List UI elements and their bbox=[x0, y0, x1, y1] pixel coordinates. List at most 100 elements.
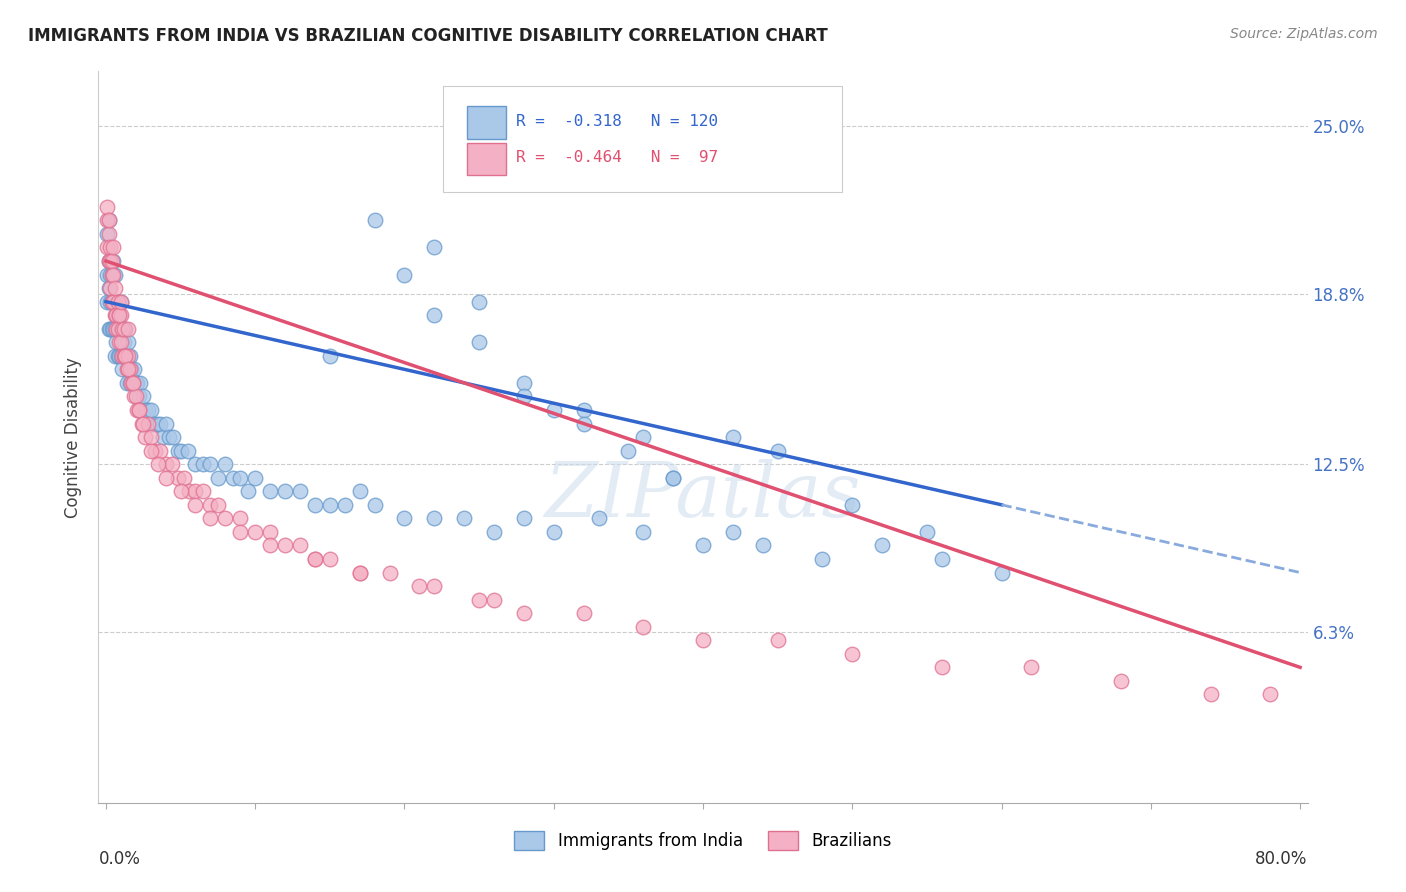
Point bbox=[513, 511, 536, 525]
Point bbox=[120, 362, 142, 376]
Point bbox=[117, 362, 139, 376]
Point bbox=[96, 200, 118, 214]
Point bbox=[160, 457, 183, 471]
Point bbox=[468, 294, 491, 309]
Point bbox=[662, 471, 685, 485]
Point bbox=[112, 349, 135, 363]
Point bbox=[101, 322, 124, 336]
Point bbox=[482, 592, 505, 607]
Point bbox=[751, 538, 773, 552]
Point bbox=[110, 294, 132, 309]
Point bbox=[363, 498, 385, 512]
Point bbox=[120, 376, 142, 390]
Point bbox=[112, 335, 135, 350]
Point bbox=[115, 376, 138, 390]
Point bbox=[98, 322, 121, 336]
Point bbox=[1109, 673, 1132, 688]
Point bbox=[107, 349, 129, 363]
Point bbox=[378, 566, 401, 580]
Point bbox=[453, 511, 475, 525]
Point bbox=[184, 484, 207, 499]
Point bbox=[423, 240, 446, 254]
Point bbox=[482, 524, 505, 539]
Point bbox=[633, 620, 655, 634]
Point bbox=[104, 308, 127, 322]
Point bbox=[111, 335, 134, 350]
Point bbox=[107, 294, 129, 309]
Point bbox=[108, 308, 131, 322]
Point bbox=[103, 294, 125, 309]
Point bbox=[207, 498, 229, 512]
Point bbox=[129, 376, 152, 390]
Point bbox=[114, 349, 136, 363]
Point bbox=[121, 376, 143, 390]
Point bbox=[513, 606, 536, 620]
Point bbox=[319, 552, 342, 566]
FancyBboxPatch shape bbox=[467, 143, 506, 175]
Point bbox=[811, 552, 834, 566]
Point bbox=[117, 362, 139, 376]
Point bbox=[513, 389, 536, 403]
Point bbox=[408, 579, 430, 593]
Point bbox=[104, 281, 127, 295]
Point bbox=[108, 349, 131, 363]
Point bbox=[139, 430, 162, 444]
Point bbox=[721, 524, 744, 539]
Point bbox=[243, 471, 266, 485]
Point bbox=[127, 376, 149, 390]
Point bbox=[134, 430, 156, 444]
Point bbox=[98, 281, 121, 295]
Point bbox=[288, 484, 311, 499]
Text: ZIPatlas: ZIPatlas bbox=[544, 458, 862, 533]
Point bbox=[98, 240, 121, 254]
Point bbox=[184, 457, 207, 471]
Point bbox=[633, 524, 655, 539]
Point bbox=[98, 268, 121, 282]
Point bbox=[513, 376, 536, 390]
Point bbox=[155, 457, 177, 471]
Point bbox=[98, 294, 121, 309]
Point bbox=[915, 524, 938, 539]
Point bbox=[152, 430, 174, 444]
Point bbox=[633, 430, 655, 444]
Point bbox=[97, 254, 120, 268]
Point bbox=[104, 268, 127, 282]
Point bbox=[870, 538, 893, 552]
Point bbox=[162, 430, 184, 444]
Point bbox=[96, 268, 118, 282]
FancyBboxPatch shape bbox=[443, 86, 842, 192]
Point bbox=[468, 592, 491, 607]
Point bbox=[304, 498, 326, 512]
Point bbox=[105, 335, 128, 350]
Point bbox=[121, 376, 143, 390]
Point bbox=[136, 403, 159, 417]
Point bbox=[96, 240, 118, 254]
Point bbox=[274, 538, 297, 552]
Point bbox=[101, 268, 124, 282]
Point bbox=[136, 417, 159, 431]
Point bbox=[110, 308, 132, 322]
Point bbox=[105, 294, 128, 309]
Point bbox=[319, 498, 342, 512]
Point bbox=[149, 443, 172, 458]
Point bbox=[112, 322, 135, 336]
Point bbox=[121, 376, 143, 390]
Point bbox=[105, 308, 128, 322]
Point bbox=[155, 417, 177, 431]
Point bbox=[101, 294, 124, 309]
Point bbox=[543, 403, 565, 417]
Point bbox=[319, 349, 342, 363]
Point bbox=[110, 335, 132, 350]
Point bbox=[97, 281, 120, 295]
Point bbox=[108, 308, 131, 322]
Point bbox=[236, 484, 259, 499]
Point bbox=[122, 362, 145, 376]
Point bbox=[117, 349, 139, 363]
Point bbox=[222, 471, 245, 485]
Point bbox=[114, 349, 136, 363]
Point bbox=[304, 552, 326, 566]
Point bbox=[423, 308, 446, 322]
Point bbox=[104, 322, 127, 336]
Point bbox=[617, 443, 640, 458]
Point bbox=[229, 471, 252, 485]
